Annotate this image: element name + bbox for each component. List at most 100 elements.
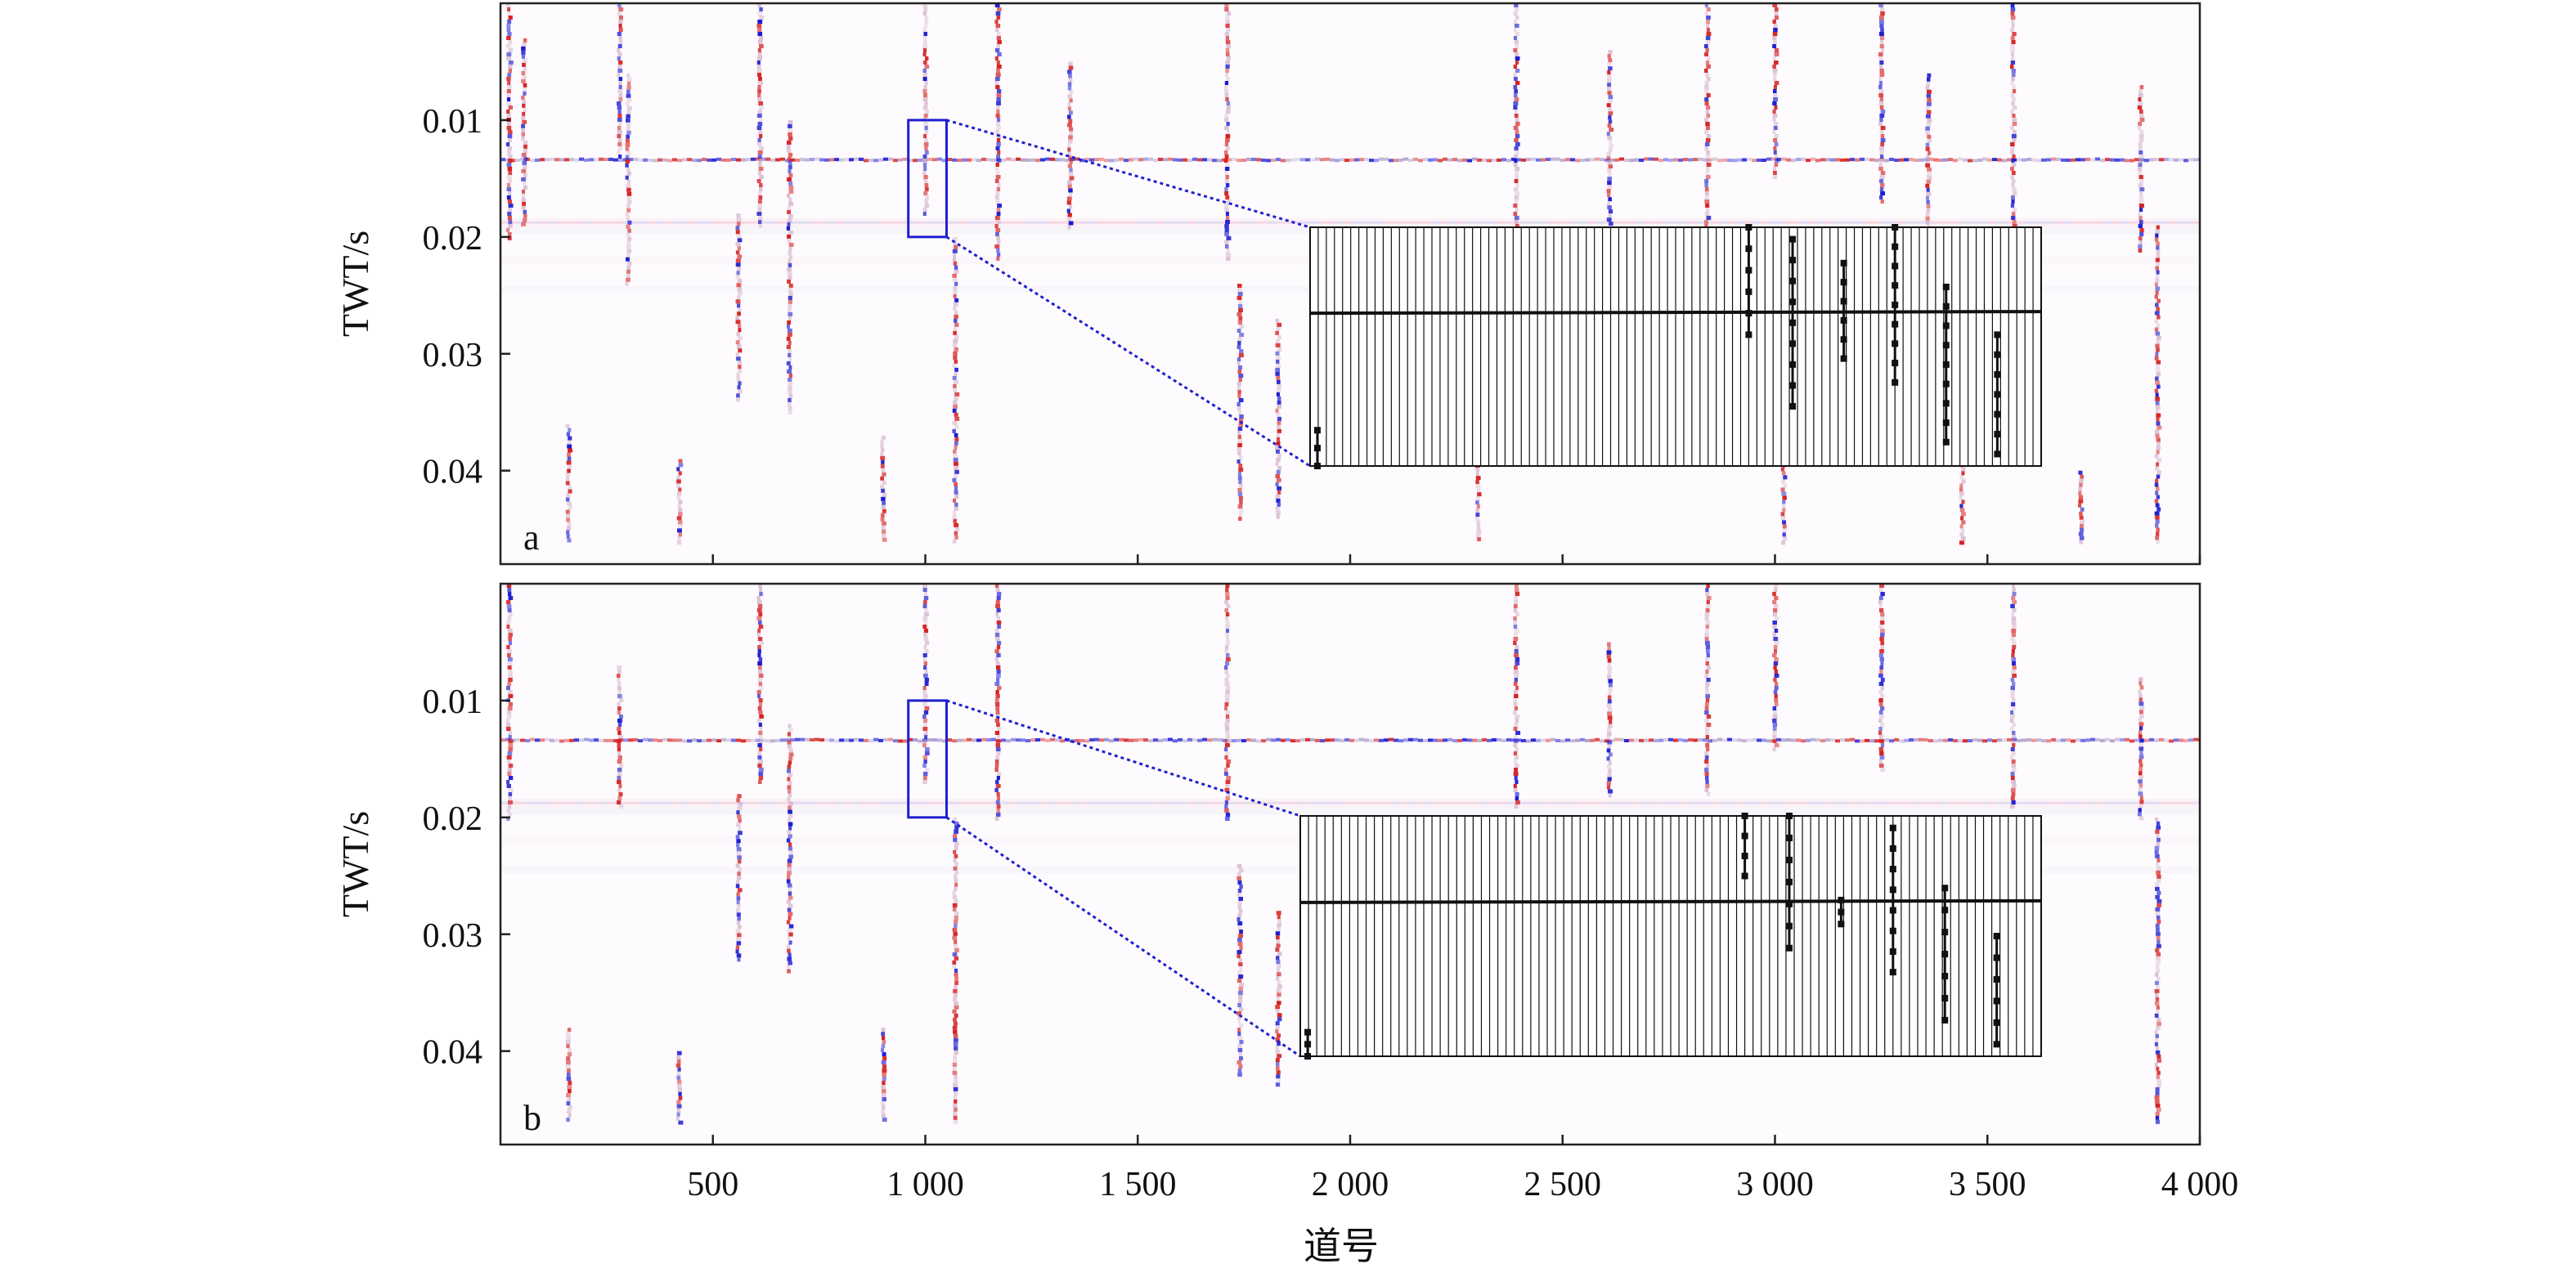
- event-sample: [994, 56, 999, 60]
- event-sample: [787, 777, 791, 782]
- event-sample: [954, 490, 958, 495]
- spike-blob: [1785, 922, 1793, 930]
- event-sample: [1704, 44, 1708, 48]
- event-sample: [1225, 212, 1229, 216]
- event-sample: [2155, 286, 2161, 291]
- event-sample: [788, 160, 792, 165]
- event-sample: [881, 1032, 886, 1037]
- event-sample: [1961, 520, 1966, 525]
- reflector-sample: [2036, 738, 2041, 742]
- event-sample: [1225, 784, 1230, 788]
- spike-blob: [1838, 908, 1845, 916]
- event-sample: [568, 1105, 572, 1110]
- event-sample: [1607, 674, 1612, 679]
- event-sample: [678, 459, 683, 464]
- reflector-sample: [1048, 801, 1057, 804]
- event-sample: [2155, 1119, 2161, 1124]
- spike-blob: [1304, 1041, 1312, 1048]
- event-sample: [1773, 665, 1777, 670]
- event-sample: [922, 584, 928, 588]
- event-sample: [1773, 584, 1779, 588]
- reflector-sample: [1860, 739, 1865, 743]
- reflector-sample: [1948, 221, 1956, 224]
- event-sample: [618, 85, 622, 89]
- event-sample: [2154, 988, 2160, 993]
- event-sample: [2155, 278, 2160, 283]
- event-sample: [756, 179, 761, 183]
- reflector-sample: [1030, 738, 1035, 742]
- event-sample: [757, 56, 763, 60]
- spike-blob: [1892, 340, 1899, 347]
- event-sample: [922, 97, 928, 101]
- event-sample: [2011, 52, 2015, 56]
- reflector-sample: [1354, 158, 1359, 162]
- event-sample: [953, 383, 957, 388]
- event-sample: [1704, 702, 1709, 706]
- spike-blob: [1785, 878, 1793, 885]
- event-sample: [1513, 682, 1518, 686]
- reflector-sample: [2076, 738, 2080, 742]
- reflector-sample: [653, 159, 657, 163]
- event-sample: [1224, 678, 1229, 682]
- event-sample: [1606, 703, 1612, 708]
- event-sample: [954, 281, 958, 286]
- event-sample: [521, 168, 527, 173]
- event-sample: [881, 525, 886, 530]
- event-sample: [1068, 192, 1072, 197]
- event-sample: [2011, 199, 2015, 204]
- reflector-sample: [1187, 221, 1196, 224]
- event-sample: [1773, 126, 1778, 130]
- reflector-sample: [852, 221, 860, 224]
- event-sample: [2010, 710, 2014, 715]
- event-sample: [954, 845, 958, 850]
- reflector-sample: [1891, 801, 1899, 804]
- reflector-sample: [934, 221, 942, 224]
- event-sample: [954, 1099, 958, 1104]
- event-sample: [923, 85, 927, 89]
- event-sample: [954, 473, 958, 478]
- reflector-sample: [1256, 739, 1261, 743]
- spike-blob: [1942, 284, 1950, 290]
- event-sample: [2011, 649, 2015, 653]
- event-sample: [507, 81, 511, 85]
- event-sample: [996, 118, 1001, 122]
- reflector-sample: [1938, 738, 1943, 742]
- event-sample: [1706, 747, 1710, 751]
- reflector-sample: [2112, 801, 2120, 804]
- event-sample: [1774, 48, 1779, 52]
- event-sample: [924, 126, 928, 130]
- event-sample: [2156, 495, 2161, 500]
- event-sample: [1226, 759, 1232, 764]
- event-sample: [923, 114, 928, 118]
- event-sample: [1275, 1025, 1280, 1030]
- event-sample: [996, 159, 1002, 163]
- reflector-sample: [558, 221, 566, 224]
- event-sample: [1878, 56, 1883, 60]
- event-sample: [954, 322, 959, 327]
- reflector-sample: [1256, 158, 1261, 162]
- reflector-sample: [1580, 221, 1588, 224]
- event-sample: [1277, 952, 1282, 957]
- event-sample: [1704, 101, 1709, 105]
- event-sample: [1607, 646, 1611, 651]
- event-sample: [2012, 592, 2017, 596]
- reflector-sample: [1498, 221, 1506, 224]
- event-sample: [1705, 657, 1710, 661]
- event-sample: [523, 91, 527, 96]
- reflector-sample: [540, 158, 545, 162]
- event-sample: [1476, 504, 1480, 509]
- event-sample: [617, 686, 622, 691]
- event-sample: [1238, 995, 1243, 999]
- reflector-sample: [1408, 221, 1416, 224]
- event-sample: [1927, 134, 1932, 139]
- reflector-sample: [2152, 221, 2161, 224]
- event-sample: [924, 56, 929, 60]
- event-sample: [626, 114, 631, 119]
- event-sample: [1879, 146, 1884, 150]
- reflector-sample: [1523, 221, 1531, 224]
- reflector-sample: [999, 801, 1008, 804]
- event-sample: [1276, 911, 1281, 916]
- event-sample: [2138, 746, 2144, 751]
- event-sample: [1275, 330, 1279, 335]
- reflector-sample: [824, 738, 829, 742]
